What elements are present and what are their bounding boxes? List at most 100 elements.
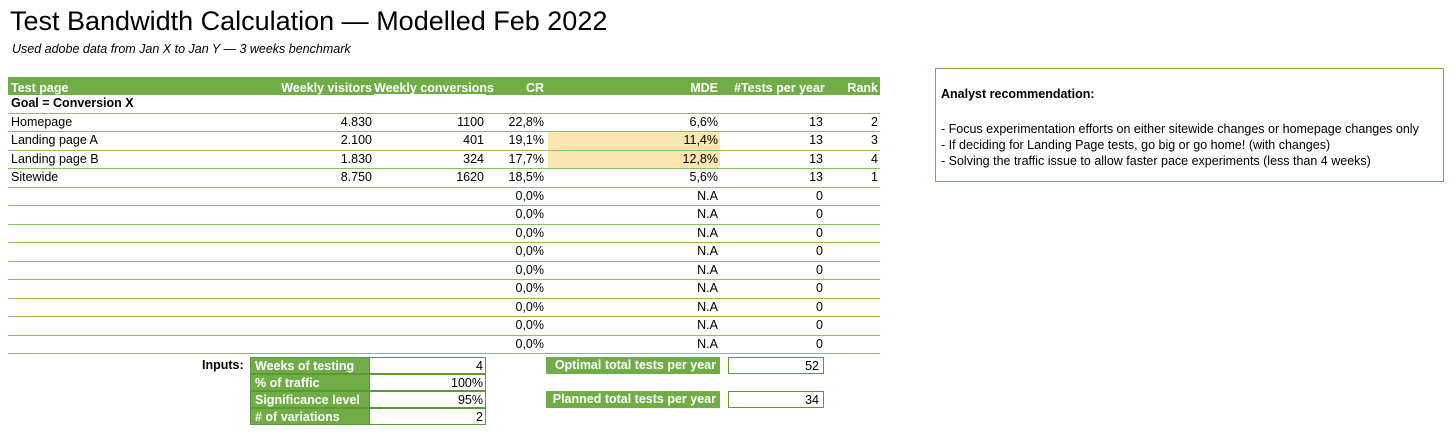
cell-rank[interactable] [825, 280, 880, 298]
cell-weekly-visitors[interactable] [270, 299, 374, 317]
cell-rank[interactable]: 2 [871, 114, 878, 129]
cell-test-page[interactable]: Landing page B [11, 151, 99, 166]
cell-test-page[interactable]: Homepage [11, 114, 73, 129]
cell-tests-per-year[interactable]: 0 [816, 207, 823, 221]
cell-tests-per-year[interactable]: 0 [816, 299, 823, 314]
cell-tests-per-year[interactable]: 0 [816, 336, 823, 351]
cell-test-page[interactable] [11, 188, 271, 206]
cell-tests-per-year[interactable]: 0 [816, 281, 823, 295]
cell-weekly-visitors[interactable] [270, 188, 374, 206]
cell-rank[interactable]: 3 [871, 133, 878, 147]
cell-test-page[interactable] [11, 299, 271, 317]
cell-weekly-conversions[interactable]: 401 [463, 133, 484, 147]
cell-mde[interactable]: N.A [697, 244, 718, 258]
cell-tests-per-year[interactable]: 0 [816, 262, 823, 277]
cell-test-page[interactable] [11, 206, 271, 224]
cell-cr[interactable]: 17,7% [508, 151, 544, 166]
cell-weekly-conversions[interactable] [374, 225, 486, 243]
cell-weekly-conversions[interactable] [374, 336, 486, 354]
cell-rank[interactable] [825, 262, 880, 280]
header-weekly-visitors[interactable]: Weekly visitors [281, 81, 372, 95]
cell-cr[interactable]: 0,0% [515, 299, 545, 314]
cell-weekly-visitors[interactable] [270, 262, 374, 280]
cell-mde[interactable]: N.A [697, 262, 718, 277]
cell-cr[interactable]: 0,0% [515, 244, 545, 258]
planned-total-cell[interactable]: 34 [728, 391, 824, 408]
optimal-total-cell[interactable]: 52 [728, 357, 824, 374]
cell-cr[interactable]: 0,0% [515, 188, 545, 203]
traffic-percent-cell[interactable]: 100% [370, 374, 486, 391]
cell-test-page[interactable]: Landing page A [11, 133, 98, 147]
cell-cr[interactable]: 0,0% [515, 225, 545, 240]
cell-weekly-conversions[interactable]: 1620 [456, 170, 484, 184]
cell-weekly-visitors[interactable] [270, 243, 374, 261]
cell-rank[interactable] [825, 317, 880, 335]
cell-rank[interactable] [825, 243, 880, 261]
cell-mde[interactable]: 6,6% [689, 114, 719, 129]
cell-rank[interactable] [825, 188, 880, 206]
cell-mde[interactable]: N.A [697, 336, 718, 351]
cell-cr[interactable]: 18,5% [508, 170, 544, 184]
cell-weekly-conversions[interactable] [374, 188, 486, 206]
analyst-recommendation-box[interactable]: Analyst recommendation: - Focus experime… [935, 68, 1444, 182]
cell-tests-per-year[interactable]: 0 [816, 188, 823, 203]
cell-weekly-conversions[interactable] [374, 317, 486, 335]
cell-weekly-visitors[interactable] [270, 317, 374, 335]
cell-weekly-visitors[interactable] [270, 280, 374, 298]
cell-test-page[interactable] [11, 317, 271, 335]
cell-cr[interactable]: 0,0% [515, 207, 545, 221]
cell-mde[interactable]: N.A [697, 225, 718, 240]
cell-weekly-visitors[interactable] [270, 206, 374, 224]
cell-test-page[interactable] [11, 262, 271, 280]
header-cr[interactable]: CR [525, 81, 544, 95]
cell-test-page[interactable] [11, 280, 271, 298]
cell-cr[interactable]: 19,1% [508, 133, 544, 147]
cell-weekly-visitors[interactable]: 4.830 [340, 114, 372, 129]
cell-tests-per-year[interactable]: 0 [816, 244, 823, 258]
cell-rank[interactable] [825, 336, 880, 354]
cell-tests-per-year[interactable]: 0 [816, 225, 823, 240]
weeks-of-testing-cell[interactable]: 4 [370, 357, 486, 374]
cell-mde[interactable]: 11,4% [548, 132, 720, 150]
cell-rank[interactable] [825, 299, 880, 317]
header-mde[interactable]: MDE [690, 81, 718, 95]
cell-rank[interactable] [825, 206, 880, 224]
cell-weekly-conversions[interactable]: 1100 [457, 114, 484, 129]
cell-tests-per-year[interactable]: 13 [809, 114, 823, 129]
cell-weekly-conversions[interactable] [374, 299, 486, 317]
header-rank[interactable]: Rank [847, 81, 878, 95]
cell-weekly-visitors[interactable] [270, 336, 374, 354]
cell-tests-per-year[interactable]: 13 [809, 133, 823, 147]
cell-weekly-conversions[interactable] [374, 280, 486, 298]
cell-weekly-conversions[interactable]: 324 [463, 151, 484, 166]
variations-cell[interactable]: 2 [370, 408, 486, 425]
cell-mde[interactable]: 5,6% [689, 170, 719, 184]
cell-weekly-conversions[interactable] [374, 206, 486, 224]
cell-tests-per-year[interactable]: 0 [816, 318, 823, 332]
cell-cr[interactable]: 0,0% [515, 281, 545, 295]
goal-label[interactable]: Goal = Conversion X [11, 96, 134, 110]
cell-cr[interactable]: 0,0% [515, 262, 545, 277]
cell-rank[interactable] [825, 225, 880, 243]
cell-rank[interactable]: 4 [871, 151, 878, 166]
cell-cr[interactable]: 22,8% [508, 114, 544, 129]
cell-rank[interactable]: 1 [871, 170, 878, 184]
cell-cr[interactable]: 0,0% [515, 336, 545, 351]
cell-weekly-visitors[interactable]: 8.750 [340, 170, 372, 184]
cell-weekly-conversions[interactable] [374, 243, 486, 261]
cell-mde[interactable]: N.A [697, 318, 718, 332]
cell-mde[interactable]: N.A [697, 299, 718, 314]
cell-weekly-conversions[interactable] [374, 262, 486, 280]
cell-mde[interactable]: N.A [697, 281, 718, 295]
cell-mde[interactable]: N.A [697, 188, 718, 203]
cell-tests-per-year[interactable]: 13 [809, 170, 823, 184]
header-tests-per-year[interactable]: #Tests per year [734, 81, 825, 95]
cell-tests-per-year[interactable]: 13 [809, 151, 823, 166]
significance-level-cell[interactable]: 95% [370, 391, 486, 408]
cell-test-page[interactable]: Sitewide [11, 170, 59, 184]
cell-weekly-visitors[interactable]: 1.830 [340, 151, 372, 166]
cell-test-page[interactable] [11, 336, 271, 354]
cell-test-page[interactable] [11, 225, 271, 243]
cell-weekly-visitors[interactable] [270, 225, 374, 243]
cell-cr[interactable]: 0,0% [515, 318, 545, 332]
